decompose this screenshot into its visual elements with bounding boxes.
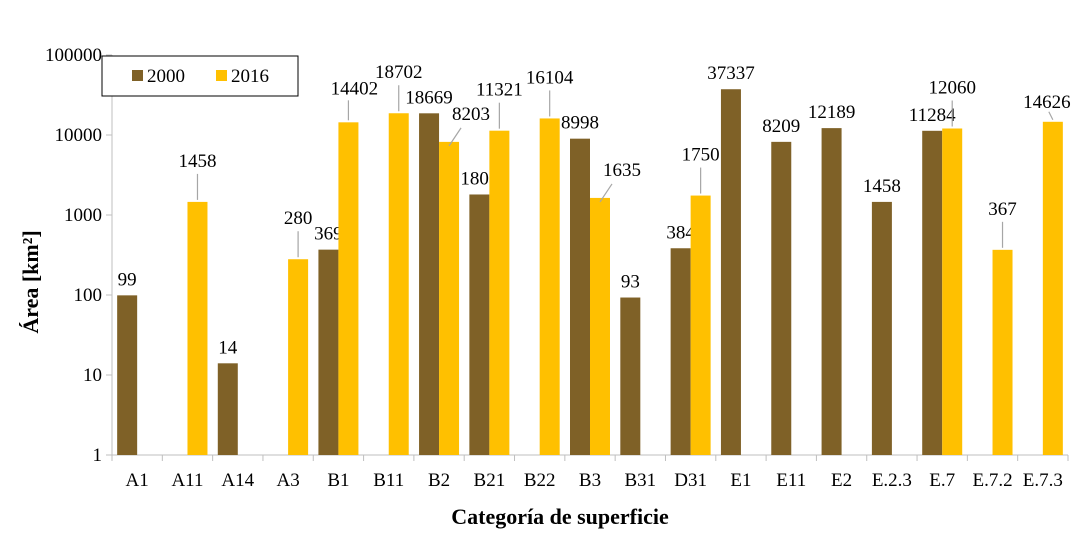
- x-tick-label: B1: [327, 470, 349, 491]
- bar-2000-D31: [670, 248, 691, 455]
- data-label: 1750: [682, 145, 720, 166]
- data-label: 384: [666, 222, 695, 243]
- plot-area: 1 10 100 1000 10000 100000 A1 A11 A14 A3 B1 B11 B2 B2…: [45, 45, 1071, 491]
- x-tick-label: E2: [831, 470, 852, 491]
- bar-2016-A3: [288, 259, 309, 455]
- bar-2016-A11: [187, 201, 208, 455]
- bar-2000-B3: [570, 138, 590, 455]
- y-tick-label: 1000: [64, 205, 102, 226]
- bar-2016-B22: [539, 118, 560, 455]
- x-tick-label: B22: [524, 470, 556, 491]
- bar-2016-B2: [439, 141, 460, 455]
- data-label: 14402: [331, 78, 379, 99]
- x-tick-label: B2: [428, 470, 450, 491]
- bar-2016-D31: [690, 195, 711, 456]
- y-axis-title: Área [km²]: [18, 230, 43, 333]
- data-label: 37337: [707, 63, 755, 84]
- data-label-leader: [599, 183, 613, 203]
- data-label: 8203: [452, 104, 490, 125]
- x-tick-label: B31: [624, 470, 656, 491]
- data-label: 8209: [762, 116, 800, 137]
- data-label: 18702: [375, 62, 423, 83]
- data-label-leader: [1048, 111, 1054, 121]
- bar-2016-E.7.2: [992, 249, 1013, 455]
- x-tick-label: A14: [221, 470, 254, 491]
- data-label: 16104: [526, 67, 574, 88]
- data-label: 11284: [909, 105, 956, 126]
- legend-swatch-2016: [216, 70, 227, 81]
- x-tick-label: E.7.2: [972, 470, 1012, 491]
- data-label: 14: [218, 337, 238, 358]
- bar-2016-E.7.3: [1042, 121, 1063, 456]
- bar-2000-B2: [419, 113, 440, 456]
- data-label-leader: [448, 127, 462, 147]
- bar-2000-E11: [771, 141, 792, 455]
- bar-2000-A14: [217, 363, 238, 455]
- bar-2000-E1: [720, 89, 741, 455]
- x-tick-label: E.2.3: [872, 470, 912, 491]
- bar-2000-E.2.3: [871, 201, 892, 455]
- x-tick-label: B3: [579, 470, 601, 491]
- legend: 2000 2016: [101, 55, 299, 97]
- y-tick-label: 1: [93, 445, 103, 466]
- y-tick-label: 10: [83, 365, 102, 386]
- x-tick-label: E.7.3: [1023, 470, 1063, 491]
- data-label: 14626: [1023, 92, 1071, 113]
- data-label: 1805: [460, 168, 498, 189]
- x-tick-label: A1: [126, 470, 149, 491]
- data-label: 367: [988, 199, 1017, 220]
- y-tick-label: 10000: [55, 125, 103, 146]
- x-tick-label: E11: [776, 470, 806, 491]
- bar-2000-E2: [821, 128, 842, 455]
- x-tick-label: A11: [171, 470, 203, 491]
- x-axis-title: Categoría de superficie: [451, 504, 669, 529]
- bar-2000-A1: [117, 295, 138, 455]
- y-tick-label: 100: [74, 285, 103, 306]
- data-label: 12060: [928, 77, 976, 98]
- x-tick-label: B21: [474, 470, 506, 491]
- x-tick-label: D31: [674, 470, 707, 491]
- bar-2016-B11: [388, 113, 409, 455]
- data-label: 12189: [808, 102, 856, 123]
- legend-label: 2016: [231, 66, 269, 87]
- bar-2016-B21: [489, 130, 510, 456]
- data-label: 18669: [405, 87, 453, 108]
- bar-2000-B1: [318, 249, 339, 455]
- data-label: 99: [118, 269, 137, 290]
- legend-swatch-2000: [132, 70, 143, 81]
- bar-2016-E.7: [942, 128, 963, 455]
- x-tick-label: B11: [373, 470, 404, 491]
- data-label: 1458: [863, 176, 901, 197]
- data-label: 11321: [476, 80, 523, 101]
- bar-2016-B3: [590, 197, 610, 455]
- x-tick-label: E1: [730, 470, 751, 491]
- legend-label: 2000: [147, 66, 185, 87]
- bar-2016-B1: [338, 122, 359, 455]
- data-label: 280: [284, 208, 313, 229]
- bar-2000-E.7: [922, 130, 943, 455]
- data-label: 8998: [561, 113, 599, 134]
- y-tick-label: 100000: [45, 45, 102, 66]
- data-label: 93: [621, 272, 640, 293]
- bar-2000-B31: [620, 297, 641, 455]
- data-label: 369: [314, 224, 343, 245]
- data-label: 1635: [603, 160, 641, 181]
- data-label: 1458: [178, 151, 216, 172]
- x-tick-label: A3: [276, 470, 299, 491]
- bar-2000-B21: [469, 194, 490, 456]
- x-tick-label: E.7: [929, 470, 955, 491]
